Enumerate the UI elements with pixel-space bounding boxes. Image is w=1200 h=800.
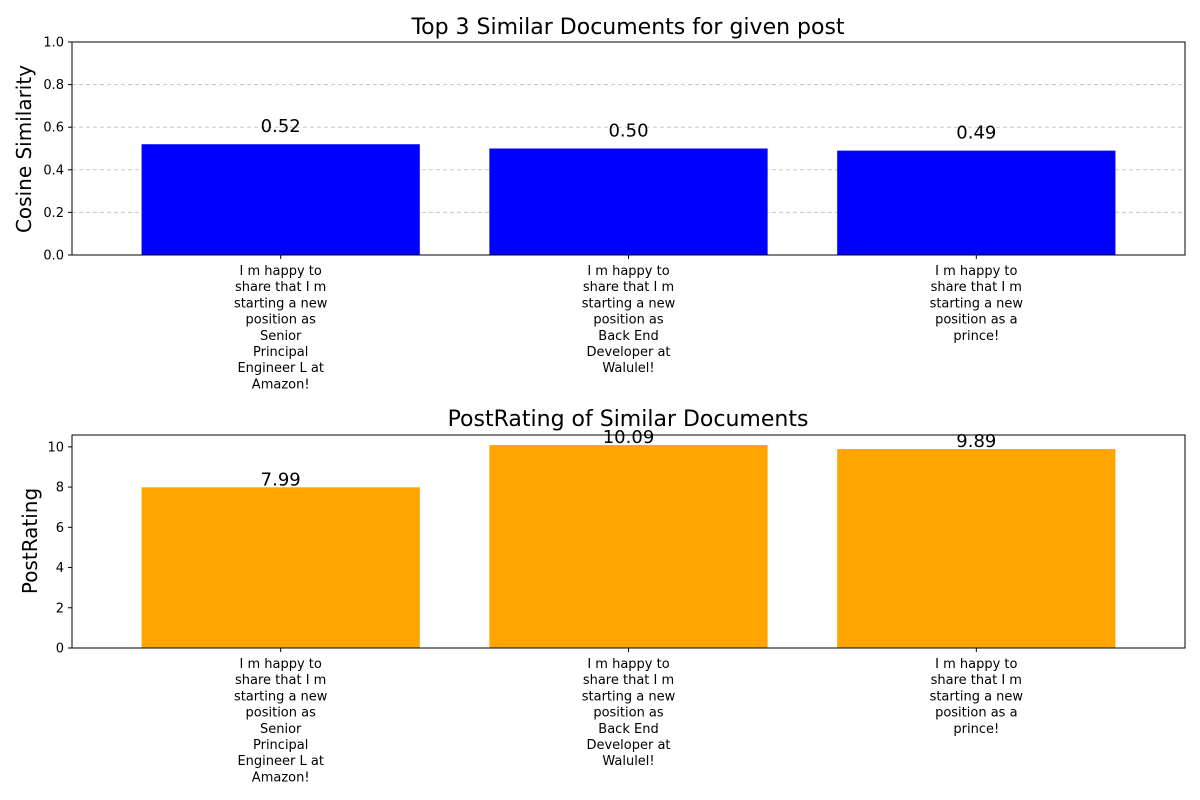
y-tick-label: 6 (56, 521, 64, 536)
bar (837, 449, 1116, 648)
value-label: 7.99 (261, 469, 301, 490)
x-tick-label: I m happy to share that I m starting a new… (234, 264, 328, 392)
value-label: 0.50 (608, 121, 648, 142)
y-tick-label: 0 (56, 642, 64, 657)
y-axis-label: PostRating (18, 488, 42, 594)
y-tick-label: 0.0 (43, 249, 64, 264)
bar (141, 144, 420, 255)
value-label: 0.49 (956, 123, 996, 144)
y-tick-label: 0.8 (43, 78, 64, 93)
bars (141, 144, 1116, 255)
y-tick-label: 10 (47, 440, 64, 455)
chart-postrating: PostRating of Similar Documents PostRati… (18, 407, 1186, 785)
bar (489, 445, 768, 648)
y-tick-label: 0.2 (43, 206, 64, 221)
y-tick-label: 2 (56, 601, 64, 616)
bars (141, 445, 1116, 648)
chart-cosine-similarity: Top 3 Similar Documents for given post C… (12, 15, 1186, 392)
value-label: 10.09 (603, 427, 655, 448)
value-label: 0.52 (261, 116, 301, 137)
x-tick-label: I m happy to share that I m starting a new… (582, 264, 676, 376)
y-tick-label: 1.0 (43, 36, 64, 51)
value-labels: 7.99 10.09 9.89 (261, 427, 997, 490)
bar (141, 487, 420, 648)
x-tick-label: I m happy to share that I m starting a new… (930, 264, 1024, 344)
y-ticks: 0.0 0.2 0.4 0.6 0.8 1.0 (43, 36, 977, 264)
chart-title: Top 3 Similar Documents for given post (410, 15, 844, 40)
y-ticks: 0 2 4 6 8 10 (47, 440, 977, 657)
value-label: 9.89 (956, 431, 996, 452)
value-labels: 0.52 0.50 0.49 (261, 116, 997, 143)
x-tick-labels: I m happy to share that I m starting a new… (234, 264, 1023, 392)
x-tick-label: I m happy to share that I m starting a new… (234, 657, 328, 785)
y-tick-label: 0.4 (43, 163, 64, 178)
x-tick-labels: I m happy to share that I m starting a new… (234, 657, 1023, 785)
y-axis-label: Cosine Similarity (12, 65, 36, 233)
bar (837, 150, 1116, 255)
y-tick-label: 4 (56, 561, 64, 576)
x-tick-label: I m happy to share that I m starting a new… (582, 657, 676, 769)
y-tick-label: 0.6 (43, 121, 64, 136)
x-tick-label: I m happy to share that I m starting a new… (930, 657, 1024, 737)
bar (489, 148, 768, 255)
y-tick-label: 8 (56, 481, 64, 496)
chart-title: PostRating of Similar Documents (448, 407, 809, 432)
